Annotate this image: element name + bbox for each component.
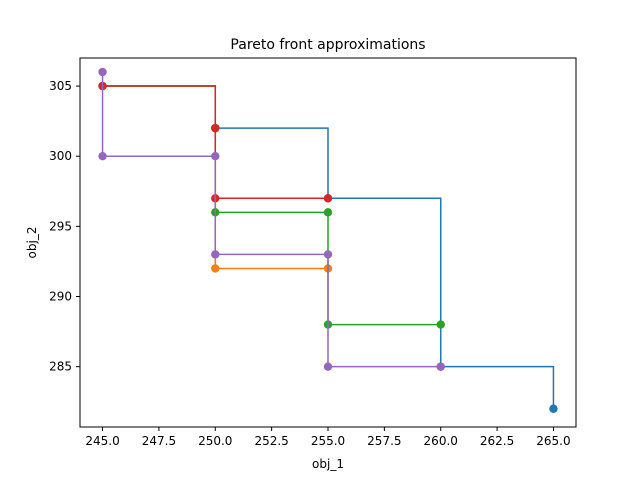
- x-tick-label: 260.0: [424, 434, 458, 448]
- series-5-point: [323, 362, 333, 371]
- x-tick-label: 265.0: [536, 434, 570, 448]
- series-5-point: [211, 250, 220, 259]
- y-axis-label: obj_2: [25, 227, 39, 259]
- series-5-point: [436, 362, 445, 371]
- x-tick-label: 255.0: [311, 434, 345, 448]
- x-tick-label: 245.0: [85, 434, 119, 448]
- series-2-point: [211, 264, 220, 273]
- chart-title: Pareto front approximations: [230, 37, 425, 53]
- x-tick-label: 257.5: [367, 434, 401, 448]
- x-tick-label: 250.0: [198, 434, 232, 448]
- x-tick-label: 247.5: [142, 434, 176, 448]
- series-5-point: [211, 152, 220, 161]
- series-4-point: [323, 194, 333, 203]
- series-1-point: [549, 404, 558, 413]
- y-tick-label: 295: [49, 219, 72, 233]
- series-5-point: [323, 250, 333, 259]
- series-3-point: [323, 208, 333, 217]
- x-tick-label: 252.5: [254, 434, 288, 448]
- y-axis: 285 290 295 300 305: [49, 79, 80, 374]
- series-3-point: [436, 320, 445, 329]
- series-layer: [98, 67, 558, 413]
- y-tick-label: 305: [49, 79, 72, 93]
- x-axis: 245.0 247.5 250.0 252.5 255.0 257.5 260.0 262.5…: [85, 427, 571, 448]
- y-tick-label: 285: [49, 360, 72, 374]
- x-axis-label: obj_1: [312, 457, 344, 471]
- series-5-point: [98, 152, 107, 161]
- series-4-point: [211, 123, 220, 133]
- y-tick-label: 290: [49, 290, 72, 304]
- y-tick-label: 300: [49, 149, 72, 163]
- series-5-point: [98, 67, 107, 77]
- x-tick-label: 262.5: [480, 434, 514, 448]
